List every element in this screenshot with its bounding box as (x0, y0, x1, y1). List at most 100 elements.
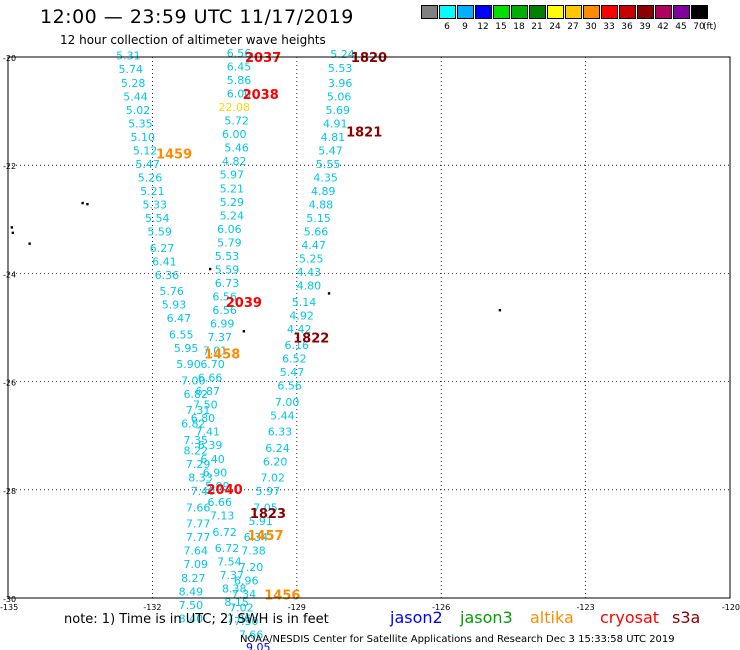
legend-label: 33 (603, 22, 615, 32)
wave-height-value: 4.92 (289, 309, 314, 322)
legend-swatch (439, 5, 456, 19)
wave-height-value: 7.00 (181, 374, 206, 387)
page-title: 12:00 — 23:59 UTC 11/17/2019 (40, 6, 354, 28)
wave-height-value: 7.37 (208, 331, 233, 344)
wave-height-value: 7.38 (241, 545, 266, 558)
wave-height-value: 5.97 (256, 485, 281, 498)
wave-height-value: 5.79 (217, 236, 242, 249)
wave-height-value: 6.72 (215, 542, 240, 555)
wave-height-value: 9.05 (246, 641, 271, 650)
lon-tick-label: -135 (0, 603, 18, 612)
wave-height-value: 6.33 (268, 426, 293, 439)
wave-height-value: 5.21 (220, 182, 245, 195)
pass-time-label: 1820 (351, 51, 387, 66)
wave-height-value: 6.00 (227, 88, 252, 101)
wave-height-value: 6.56 (277, 380, 302, 393)
wave-height-value: 7.20 (239, 561, 264, 574)
legend-label: 39 (639, 22, 651, 32)
wave-height-value: 5.24 (220, 209, 245, 222)
wave-height-value: 5.10 (131, 131, 156, 144)
wave-height-value: 5.14 (292, 296, 317, 309)
legend-swatch (457, 5, 474, 19)
wave-height-value: 6.39 (198, 439, 223, 452)
wave-height-value: 3.96 (328, 77, 353, 90)
wave-height-value: 8.40 (179, 612, 204, 625)
wave-height-value: 5.15 (306, 212, 331, 225)
mission-label: cryosat (600, 608, 660, 627)
legend-swatch (529, 5, 546, 19)
wave-height-value: 5.26 (138, 171, 163, 184)
wave-height-value: 7.66 (239, 629, 264, 642)
legend-label: 30 (585, 22, 597, 32)
wave-height-value: 5.28 (121, 77, 146, 90)
wave-height-value: 6.34 (244, 531, 269, 544)
legend-label: 42 (657, 22, 669, 32)
wave-height-value: 5.69 (325, 104, 350, 117)
legend-label: 9 (462, 22, 468, 32)
legend-swatch (493, 5, 510, 19)
wave-height-value: 5.44 (123, 90, 148, 103)
legend-label: 18 (513, 22, 525, 32)
wave-height-value: 7.50 (193, 399, 218, 412)
wave-height-value: 5.53 (328, 62, 353, 75)
wave-height-value: 5.72 (224, 115, 249, 128)
legend-swatch (619, 5, 636, 19)
island-marker (208, 267, 212, 271)
wave-height-value: 6.47 (167, 312, 192, 325)
island-marker (11, 231, 15, 235)
pass-time-label: 2039 (226, 296, 262, 311)
wave-height-value: 8.27 (181, 572, 206, 585)
wave-height-value: 5.53 (215, 250, 240, 263)
wave-height-value: 7.50 (179, 599, 204, 612)
wave-height-value: 7.66 (186, 501, 211, 514)
legend-swatch (511, 5, 528, 19)
wave-height-value: 4.47 (301, 239, 326, 252)
wave-height-value: 7.00 (275, 396, 300, 409)
map-frame (7, 56, 731, 599)
page-subtitle: 12 hour collection of altimeter wave hei… (60, 33, 326, 47)
wave-height-value: 4.88 (309, 198, 334, 211)
lon-tick-label: -129 (288, 603, 306, 612)
legend-swatch (421, 5, 438, 19)
wave-height-value: 7.35 (183, 434, 208, 447)
wave-height-value: 6.70 (200, 358, 225, 371)
wave-height-value: 5.46 (224, 142, 249, 155)
legend-label: 12 (477, 22, 489, 32)
legend-label: 6 (444, 22, 450, 32)
wave-height-value: 7.64 (183, 545, 208, 558)
wave-height-value: 5.24 (330, 48, 355, 61)
wave-height-value: 4.43 (297, 266, 322, 279)
wave-height-value: 7.13 (210, 510, 235, 523)
wave-height-value: 4.80 (297, 280, 322, 293)
island-marker (10, 226, 14, 229)
wave-height-value: 6.73 (215, 277, 240, 290)
wave-height-value: 7.77 (186, 518, 211, 531)
wave-height-value: 5.35 (128, 117, 153, 130)
mission-label: jason3 (460, 608, 513, 627)
wave-height-value: 7.02 (260, 472, 285, 485)
legend-label: 15 (495, 22, 507, 32)
wave-height-value: 5.86 (227, 74, 252, 87)
wave-height-value: 5.59 (215, 263, 240, 276)
pass-time-label: 2038 (243, 88, 279, 103)
wave-height-value: 5.47 (135, 158, 160, 171)
wave-height-value: 5.74 (118, 63, 143, 76)
wave-height-value: 5.90 (176, 358, 201, 371)
legend-swatch (601, 5, 618, 19)
legend-swatch (583, 5, 600, 19)
lon-tick-label: -132 (143, 603, 161, 612)
wave-height-value: 5.47 (280, 366, 305, 379)
legend-swatch (673, 5, 690, 19)
wave-height-value: 5.93 (162, 299, 187, 312)
wave-height-value: 4.81 (321, 131, 346, 144)
wave-height-value: 6.55 (169, 328, 194, 341)
lat-tick-label: -26 (3, 379, 16, 388)
wave-height-value: 8.49 (179, 585, 204, 598)
wave-height-value: 8.15 (224, 596, 249, 609)
pass-time-label: 2037 (245, 51, 281, 66)
island-marker (28, 242, 31, 245)
wave-height-value: 6.27 (150, 242, 175, 255)
wave-height-value: 6.24 (265, 442, 290, 455)
